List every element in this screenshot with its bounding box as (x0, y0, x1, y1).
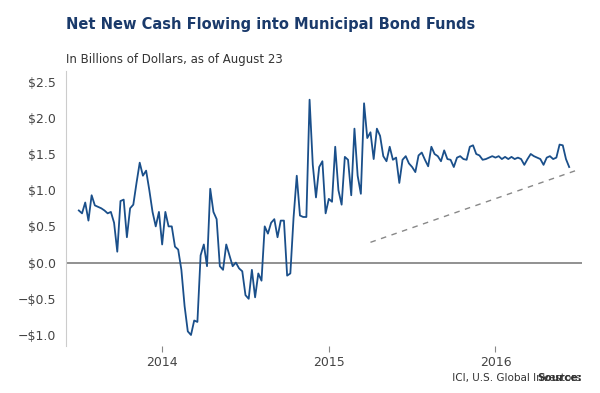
Text: Net New Cash Flowing into Municipal Bond Funds: Net New Cash Flowing into Municipal Bond… (66, 17, 475, 32)
Text: In Billions of Dollars, as of August 23: In Billions of Dollars, as of August 23 (66, 53, 283, 66)
Text: Source:: Source: (537, 373, 582, 383)
Text: ICI, U.S. Global Investors: ICI, U.S. Global Investors (449, 373, 581, 383)
